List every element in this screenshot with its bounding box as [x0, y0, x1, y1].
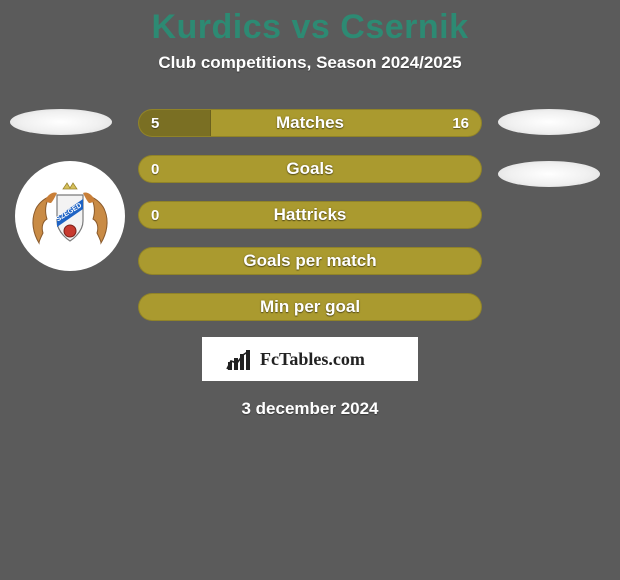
bar-fill-left [139, 110, 211, 136]
bar-value-right: 16 [452, 110, 469, 136]
stat-bar-min-per-goal: Min per goal [138, 293, 482, 321]
brand-text: FcTables.com [260, 349, 365, 369]
stat-bar-matches: Matches516 [138, 109, 482, 137]
right-marker-row0 [498, 109, 600, 135]
bar-label: Goals [139, 156, 481, 182]
subtitle: Club competitions, Season 2024/2025 [0, 53, 620, 73]
title-left: Kurdics [151, 8, 281, 46]
stat-bars: Matches516Goals0Hattricks0Goals per matc… [138, 109, 482, 321]
right-marker-row1 [498, 161, 600, 187]
brand-box: FcTables.com [202, 337, 418, 381]
stat-bar-hattricks: Hattricks0 [138, 201, 482, 229]
club-crest: SZEGED [15, 161, 125, 271]
left-marker-row0 [10, 109, 112, 135]
crest-svg: SZEGED [15, 161, 125, 271]
bar-value-left: 0 [151, 156, 159, 182]
stats-area: SZEGED Matches516Goals0Hattricks0Goals p… [0, 109, 620, 321]
title-right: Csernik [340, 8, 468, 46]
bar-label: Goals per match [139, 248, 481, 274]
title-mid: vs [282, 8, 341, 46]
bar-value-left: 0 [151, 202, 159, 228]
stat-bar-goals-per-match: Goals per match [138, 247, 482, 275]
bar-label: Hattricks [139, 202, 481, 228]
bar-label: Min per goal [139, 294, 481, 320]
stat-bar-goals: Goals0 [138, 155, 482, 183]
brand-logo: FcTables.com [220, 344, 400, 374]
date-line: 3 december 2024 [0, 399, 620, 419]
page-title: Kurdics vs Csernik [0, 0, 620, 47]
